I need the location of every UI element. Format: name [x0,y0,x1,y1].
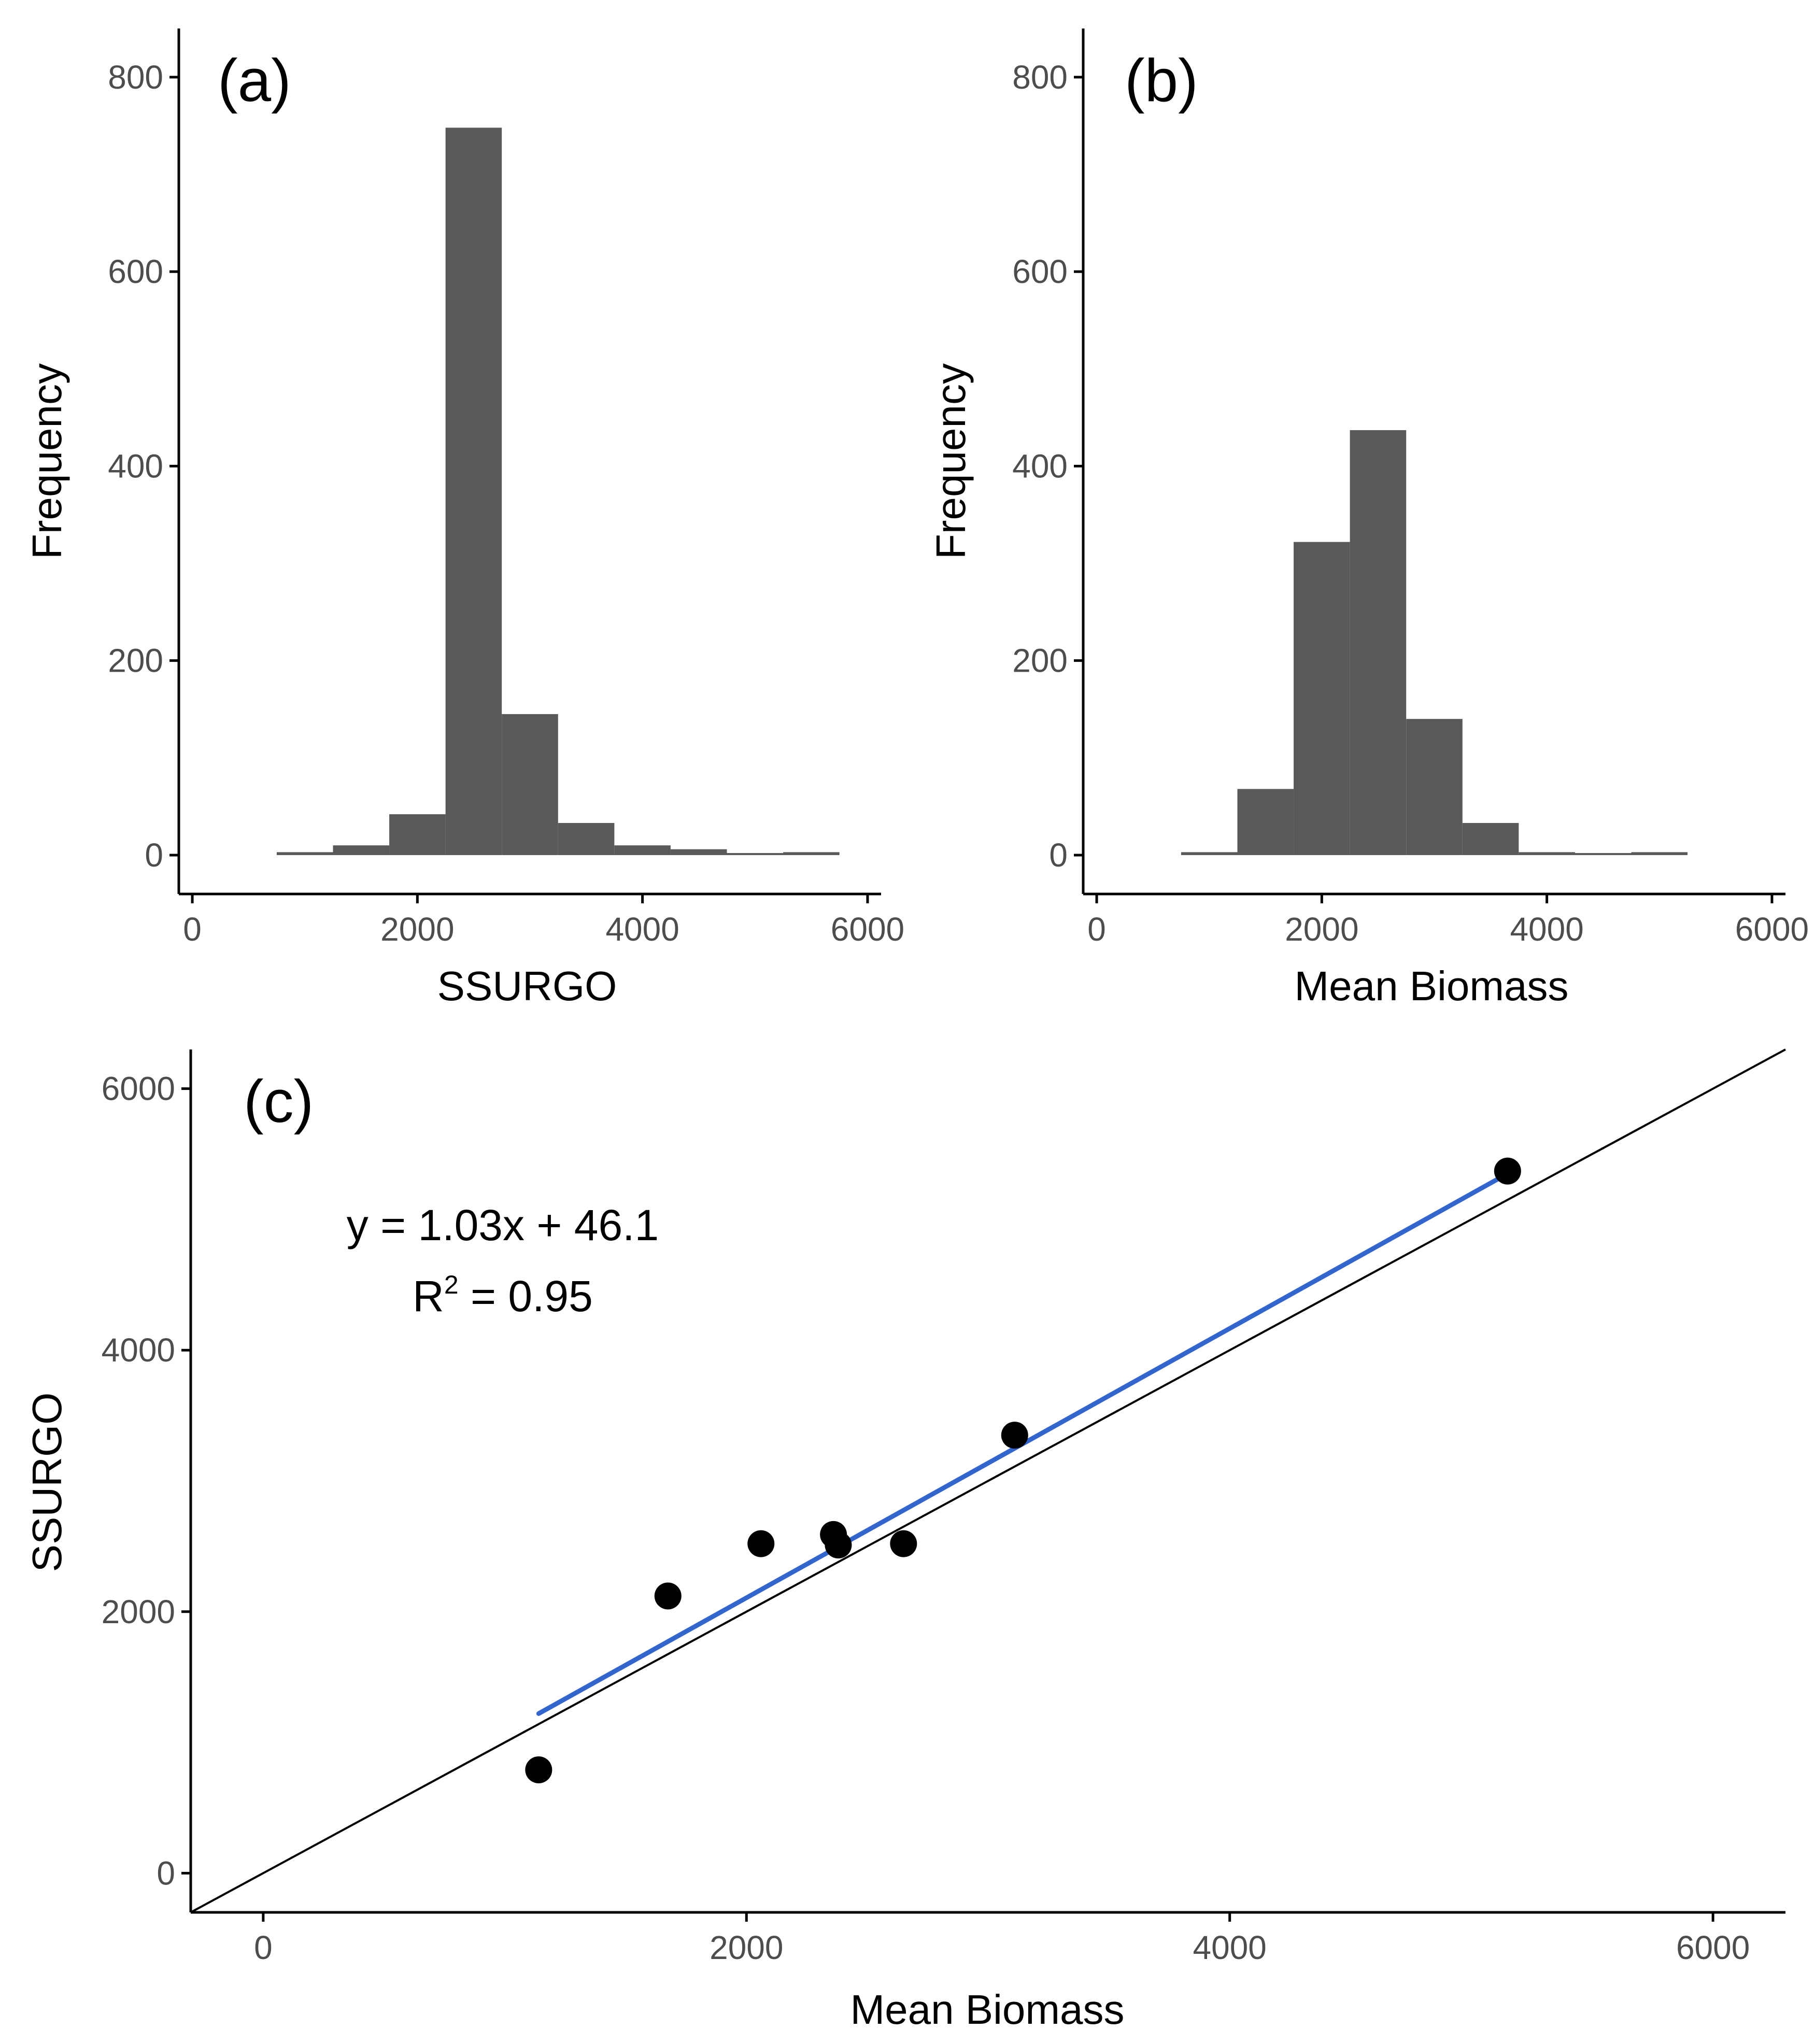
panel-a-x-axis-title: SSURGO [437,963,617,1009]
histogram-bar [1462,823,1519,855]
data-point [654,1582,682,1610]
y-tick-label: 6000 [102,1070,175,1108]
histogram-bar [1406,719,1463,855]
x-tick-label: 0 [254,1929,273,1966]
panel-b-x-ticks: 0 2000 4000 6000 [1087,894,1809,948]
panel-a-x-ticks: 0 2000 4000 6000 [183,894,904,948]
y-tick-label: 800 [1012,59,1068,96]
panel-b-y-axis-title: Frequency [928,363,974,559]
data-point [1494,1157,1521,1185]
histogram-bar [783,852,840,855]
panel-c-scatter: (c) 0 2000 4000 6000 0 2000 4000 6000 y = 1.03… [24,1048,1786,2033]
histogram-bar [1237,789,1294,855]
panel-c-label: (c) [244,1068,314,1135]
histogram-bar [333,845,390,855]
panel-c-y-ticks: 0 2000 4000 6000 [102,1070,191,1892]
histogram-bar [502,714,558,855]
panel-a-bars [276,127,840,855]
histogram-bar [1631,852,1688,855]
panel-b-histogram: (b) 0 200 400 600 800 0 2000 4000 6000 Mean Bio… [928,29,1809,1009]
x-tick-label: 2000 [1285,911,1358,948]
panel-c-x-axis-title: Mean Biomass [850,1986,1124,2033]
panel-a-y-ticks: 0 200 400 600 800 [108,59,179,874]
data-point [747,1530,775,1557]
data-point [825,1531,852,1559]
panel-c-equation: y = 1.03x + 46.1 [347,1201,659,1250]
identity-line [190,1048,1786,1913]
panel-a-y-axis-title: Frequency [24,363,70,559]
x-tick-label: 4000 [605,911,679,948]
panel-c-r-squared: R2 = 0.95 [413,1270,593,1321]
histogram-bar [1519,852,1575,855]
data-point [1001,1422,1028,1449]
y-tick-label: 800 [108,59,163,96]
y-tick-label: 4000 [102,1331,175,1369]
panel-c-lines [190,1048,1786,1913]
y-tick-label: 2000 [102,1593,175,1630]
x-tick-label: 4000 [1510,911,1583,948]
x-tick-label: 6000 [831,911,904,948]
x-tick-label: 6000 [1735,911,1809,948]
r-squared-superscript: 2 [444,1270,459,1299]
y-tick-label: 400 [1012,447,1068,485]
x-tick-label: 0 [1087,911,1106,948]
histogram-bar [445,127,502,855]
panel-a-label: (a) [218,47,291,114]
histogram-bar [558,823,615,855]
data-point [525,1756,552,1784]
panel-b-y-ticks: 0 200 400 600 800 [1012,59,1083,874]
x-tick-label: 6000 [1676,1929,1750,1966]
y-tick-label: 600 [108,253,163,290]
x-tick-label: 2000 [380,911,454,948]
panel-c-x-ticks: 0 2000 4000 6000 [254,1912,1750,1966]
x-tick-label: 0 [183,911,202,948]
y-tick-label: 200 [1012,642,1068,679]
panel-c-y-axis-title: SSURGO [24,1393,70,1572]
panel-b-bars [1181,430,1688,855]
x-tick-label: 4000 [1193,1929,1267,1966]
histogram-bar [1350,430,1407,855]
histogram-bar [1575,853,1632,855]
histogram-bar [1181,852,1238,855]
panel-b-label: (b) [1125,47,1198,114]
x-tick-label: 2000 [710,1929,783,1966]
histogram-bar [1294,542,1350,855]
r-squared-prefix: R [413,1272,444,1321]
histogram-bar [670,849,727,855]
histogram-bar [614,845,671,855]
y-tick-label: 0 [145,836,163,874]
y-tick-label: 0 [157,1854,175,1892]
y-tick-label: 0 [1049,836,1068,874]
y-tick-label: 400 [108,447,163,485]
histogram-bar [389,814,446,855]
panel-c-points [525,1157,1521,1784]
panel-b-x-axis-title: Mean Biomass [1294,963,1568,1009]
r-squared-value: = 0.95 [459,1272,593,1321]
histogram-bar [727,853,784,855]
histogram-bar [276,852,333,855]
panel-a-histogram: (a) 0 200 400 600 800 0 2000 4000 6000 SSURGO F… [24,29,904,1009]
data-point [890,1530,917,1557]
y-tick-label: 600 [1012,253,1068,290]
y-tick-label: 200 [108,642,163,679]
